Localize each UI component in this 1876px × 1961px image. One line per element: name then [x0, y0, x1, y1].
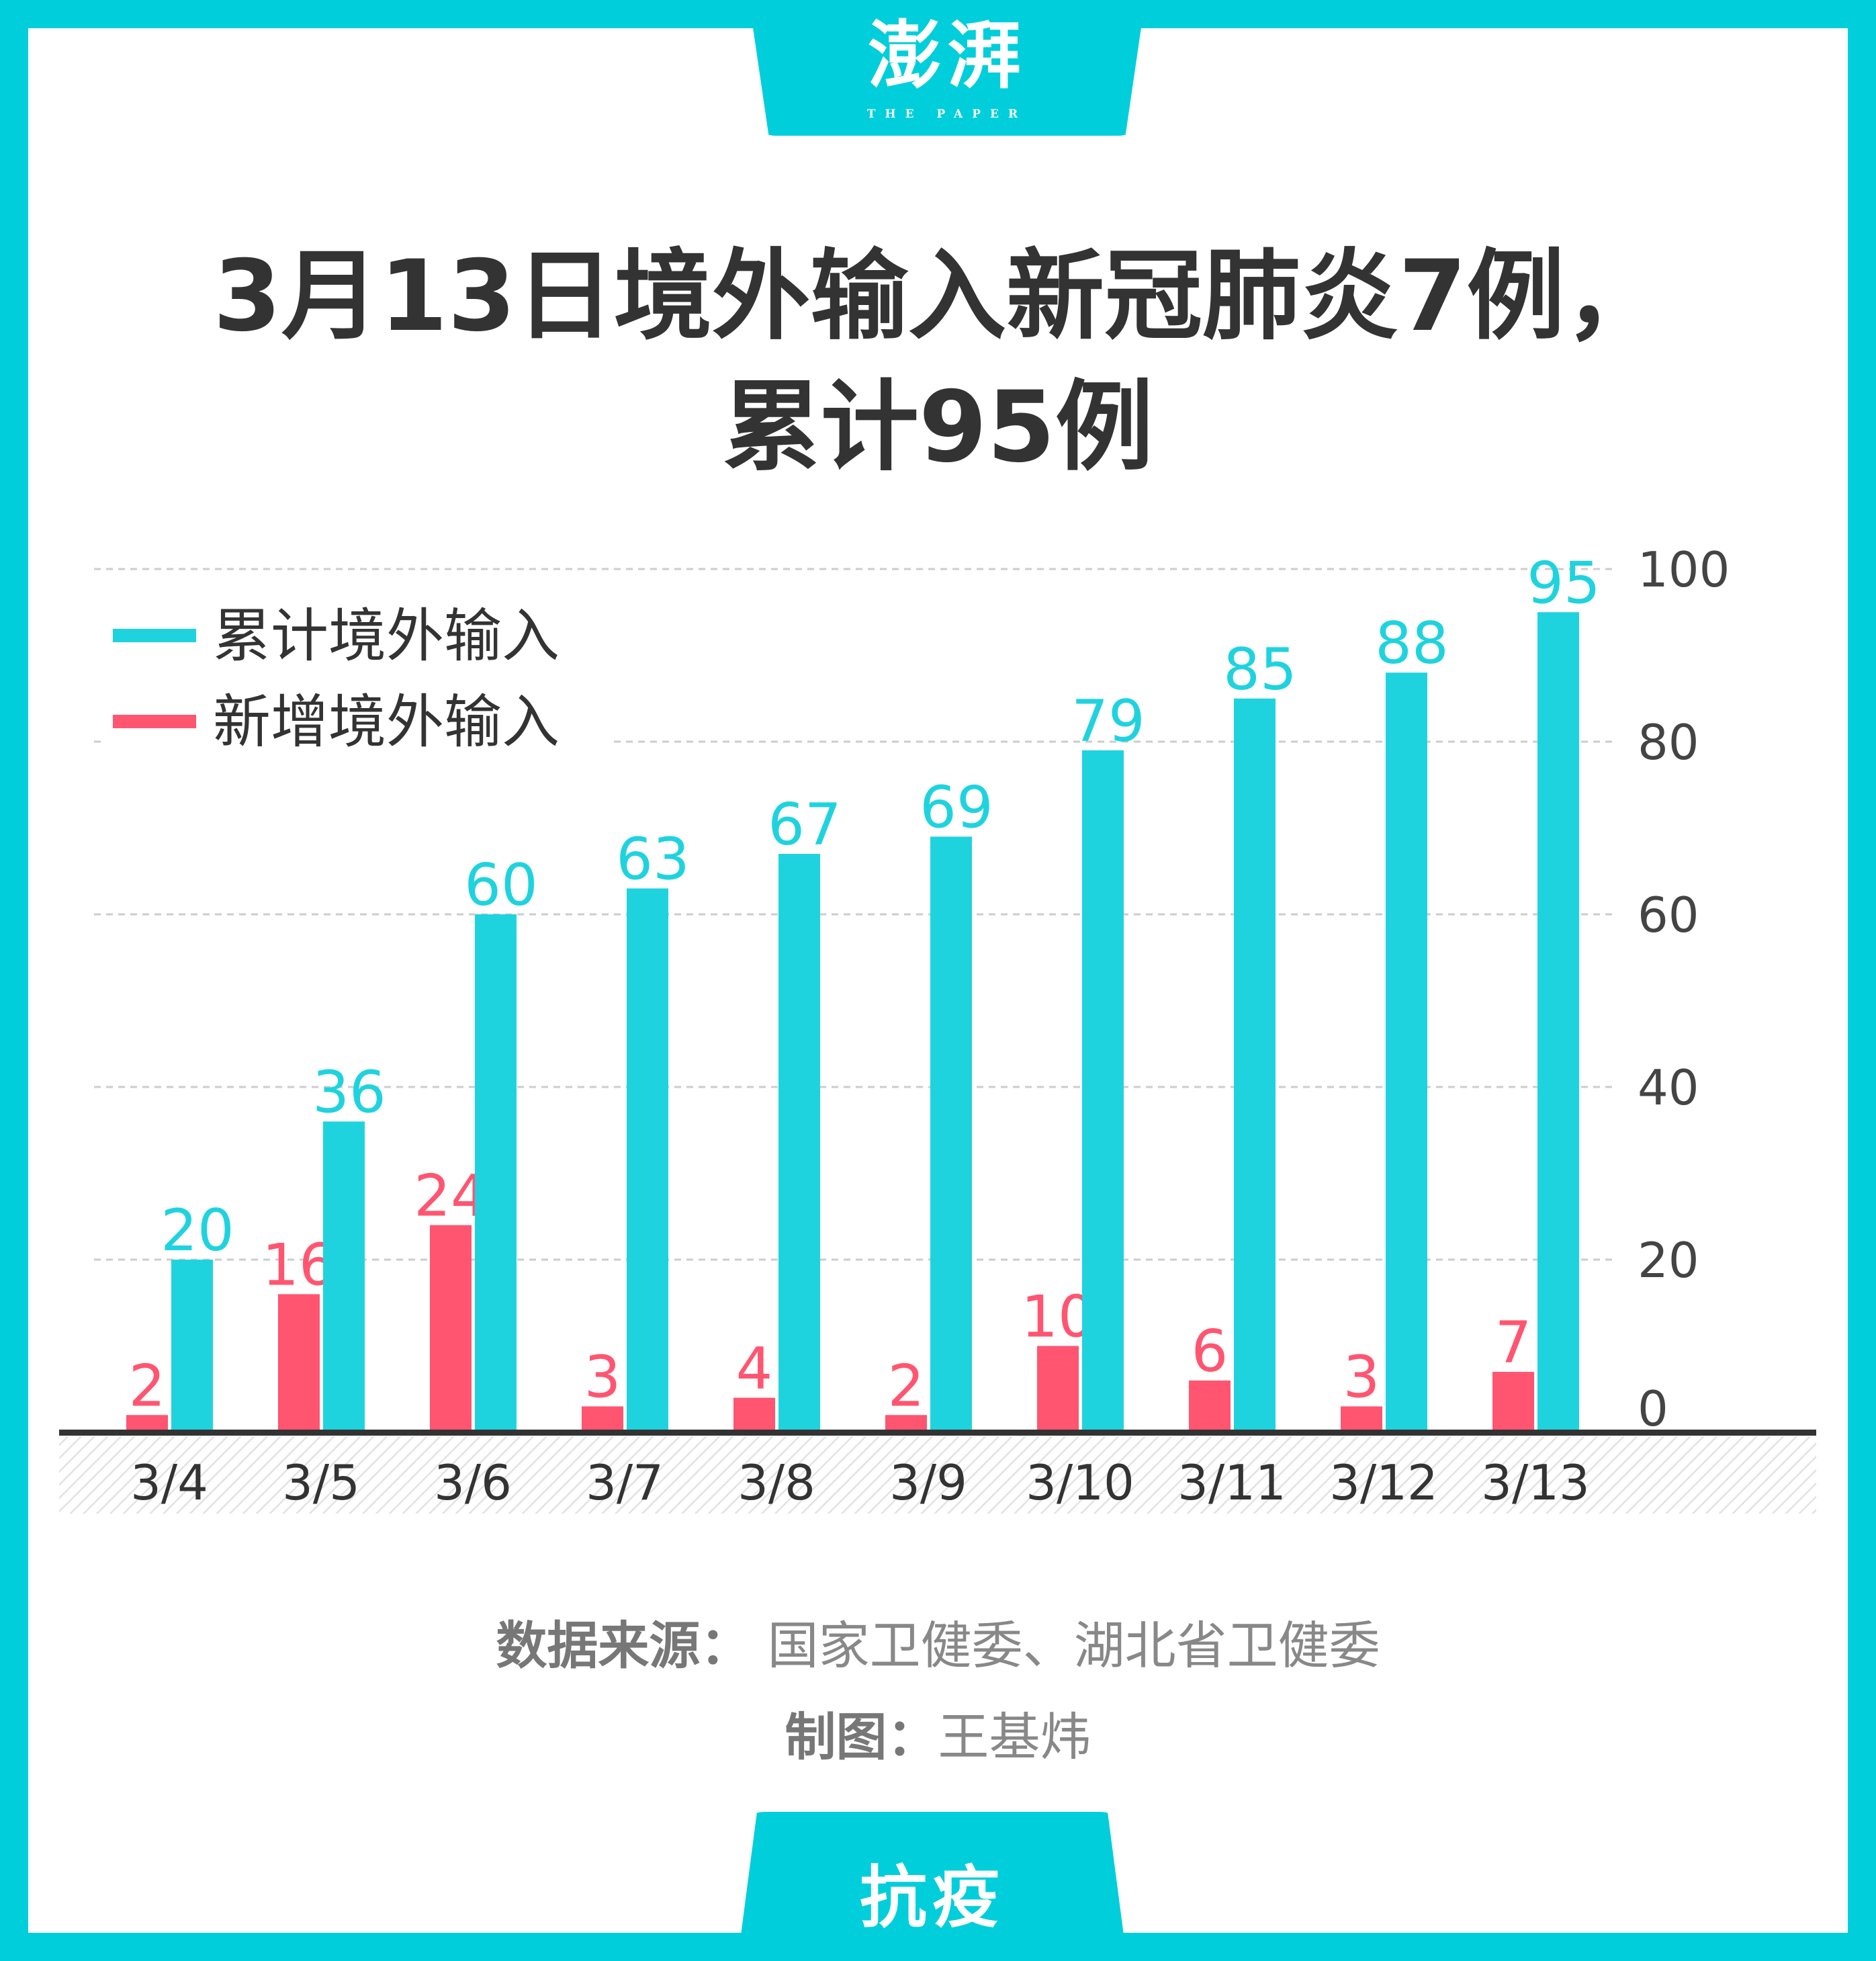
brand-logo: 澎湃 — [868, 12, 1026, 99]
source-text: 国家卫健委、湖北省卫健委 — [767, 1616, 1380, 1675]
bar — [1037, 1346, 1079, 1432]
source-label: 数据来源： — [496, 1616, 752, 1675]
x-tick-label: 3/12 — [1329, 1454, 1438, 1511]
x-axis-line — [59, 1430, 1816, 1436]
bar-value-label: 2 — [129, 1352, 166, 1420]
x-tick-label: 3/4 — [130, 1454, 208, 1511]
chart-title-line1: 3月13日境外输入新冠肺炎7例， — [213, 239, 1663, 353]
bar — [1537, 612, 1579, 1432]
bar-value-label: 95 — [1527, 550, 1600, 617]
y-tick-label: 80 — [1638, 714, 1699, 771]
bar — [1189, 1380, 1231, 1432]
bar-value-label: 3 — [584, 1344, 621, 1411]
bar-value-label: 7 — [1495, 1309, 1532, 1377]
bar-value-label: 60 — [464, 852, 537, 919]
topic-tab: 抗疫 — [738, 1812, 1127, 1961]
legend-background — [101, 584, 611, 759]
x-tick-label: 3/8 — [738, 1454, 815, 1511]
bar — [930, 836, 972, 1432]
bar — [1492, 1372, 1534, 1432]
legend-label: 累计境外输入 — [213, 603, 560, 670]
legend-swatch — [113, 629, 196, 642]
bar-value-label: 6 — [1192, 1318, 1229, 1385]
bar-value-label: 69 — [920, 774, 993, 841]
bar-value-label: 67 — [768, 791, 841, 859]
bar — [475, 914, 517, 1432]
bar-value-label: 85 — [1223, 636, 1296, 703]
legend-label: 新增境外输入 — [213, 689, 560, 756]
topic-tag: 抗疫 — [860, 1858, 1005, 1937]
bar-value-label: 4 — [736, 1336, 773, 1403]
x-tick-label: 3/9 — [889, 1454, 967, 1511]
credit-line: 制图：王基炜 — [0, 1696, 1876, 1770]
y-tick-label: 20 — [1638, 1232, 1699, 1289]
bar — [1234, 698, 1276, 1432]
bar-value-label: 79 — [1071, 688, 1145, 755]
x-tick-label: 3/5 — [282, 1454, 360, 1511]
y-tick-label: 60 — [1638, 887, 1699, 943]
brand-logo-sub: THE PAPER — [866, 107, 1028, 121]
legend-swatch — [113, 715, 196, 728]
x-tick-label: 3/13 — [1481, 1454, 1590, 1511]
bar-value-label: 36 — [312, 1059, 386, 1126]
bar-value-label: 3 — [1343, 1344, 1380, 1411]
bar — [1386, 672, 1427, 1433]
y-tick-label: 0 — [1638, 1381, 1668, 1437]
bar — [430, 1225, 472, 1432]
bar — [627, 888, 668, 1432]
bar — [778, 854, 820, 1432]
brand-tab: 澎湃 THE PAPER — [749, 0, 1145, 136]
bar — [1082, 750, 1124, 1432]
bar — [171, 1260, 213, 1432]
bar — [323, 1121, 365, 1432]
bar-value-label: 2 — [888, 1352, 925, 1420]
bar — [885, 1415, 927, 1432]
bar — [733, 1397, 775, 1432]
bar — [278, 1294, 320, 1432]
x-tick-label: 3/7 — [586, 1454, 664, 1511]
x-tick-label: 3/11 — [1177, 1454, 1286, 1511]
bar-value-label: 63 — [616, 826, 689, 893]
bar — [582, 1406, 623, 1432]
x-tick-label: 3/10 — [1026, 1454, 1134, 1511]
bar-value-label: 20 — [161, 1197, 234, 1264]
bar-value-label: 88 — [1375, 610, 1448, 677]
y-tick-label: 40 — [1638, 1059, 1699, 1116]
credit-text: 王基炜 — [938, 1707, 1091, 1767]
source-line: 数据来源： 国家卫健委、湖北省卫健委 — [0, 1604, 1876, 1678]
credit-label: 制图： — [785, 1707, 938, 1767]
chart-title-line2: 累计95例 — [722, 370, 1154, 484]
y-tick-label: 100 — [1638, 541, 1730, 598]
bar — [1341, 1406, 1382, 1432]
x-axis-band — [59, 1436, 1816, 1514]
bar — [126, 1415, 168, 1432]
x-tick-label: 3/6 — [434, 1454, 512, 1511]
